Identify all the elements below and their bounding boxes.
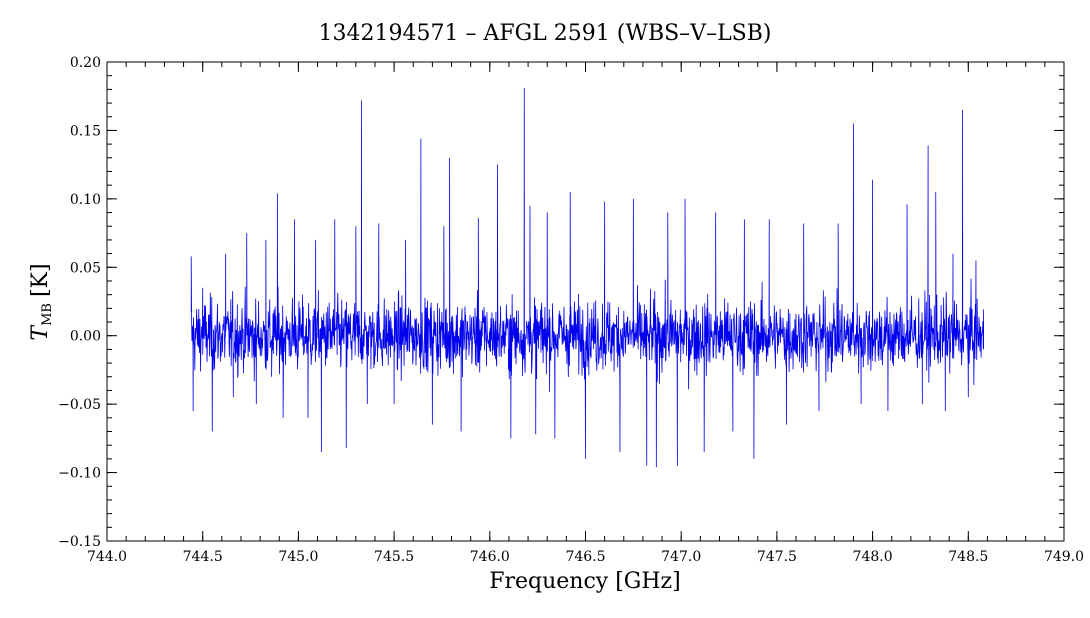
x-tick-label: 745.0 [278, 549, 318, 565]
ticks-layer: 744.0 744.5 745.0 745.5 746.0 746.5 747.0 747.5… [58, 55, 1084, 565]
x-tick-label: 747.5 [757, 549, 797, 565]
x-tick-label: 748.5 [948, 549, 988, 565]
y-tick-label: −0.10 [58, 466, 101, 482]
x-tick-label: 745.5 [374, 549, 414, 565]
y-tick-label: 0.15 [70, 123, 101, 139]
y-tick-label: −0.15 [58, 534, 101, 550]
x-tick-label: 748.0 [853, 549, 893, 565]
chart-title: 1342194571 – AFGL 2591 (WBS–V–LSB) [318, 21, 771, 46]
y-tick-label: 0.10 [70, 192, 101, 208]
y-axis-unit: [K] [28, 263, 53, 297]
series-layer [190, 87, 985, 468]
y-axis-subscript: MB [40, 303, 55, 326]
y-axis-label: TMB [K] [28, 263, 55, 340]
plot-frame [106, 61, 1065, 542]
x-tick-label: 747.0 [661, 549, 701, 565]
x-tick-label: 744.5 [183, 549, 223, 565]
x-tick-label: 746.5 [565, 549, 605, 565]
x-tick-label: 749.0 [1044, 549, 1084, 565]
y-axis-symbol: T [28, 324, 53, 341]
y-tick-label: −0.05 [58, 397, 101, 413]
y-tick-label: 0.00 [70, 329, 101, 345]
x-tick-label: 744.0 [87, 549, 127, 565]
x-tick-label: 746.0 [470, 549, 510, 565]
spectrum-series-line [190, 87, 985, 468]
y-tick-label: 0.20 [70, 55, 101, 71]
y-tick-label: 0.05 [70, 260, 101, 276]
x-axis-label: Frequency [GHz] [489, 569, 681, 594]
